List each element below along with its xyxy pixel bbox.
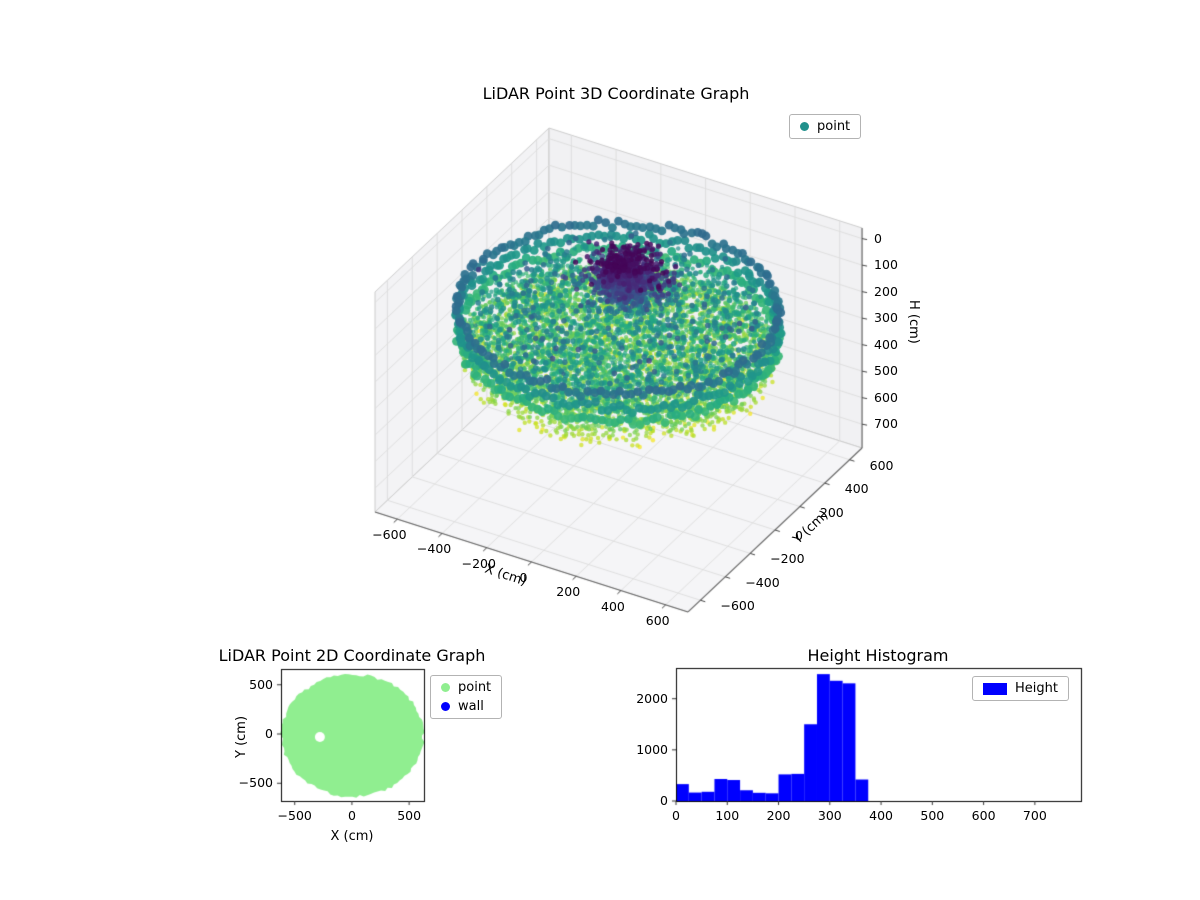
- tick-label: 500: [874, 363, 898, 379]
- tick-label: 400: [874, 336, 898, 352]
- height-bar-swatch-icon: [983, 682, 1007, 695]
- tick-label: 400: [601, 598, 625, 614]
- plot2d-xaxis-label: X (cm): [330, 829, 374, 844]
- tick-label: 200: [556, 584, 581, 600]
- legend-label-point-2d: point: [458, 680, 492, 695]
- tick-label: −500: [238, 775, 273, 791]
- wall-marker-icon: [441, 702, 450, 711]
- plot2d-title: LiDAR Point 2D Coordinate Graph: [218, 646, 486, 665]
- tick-label: −400: [416, 541, 452, 557]
- point-marker-icon: [441, 683, 450, 692]
- tick-label: −400: [745, 574, 780, 590]
- tick-label: 0: [660, 793, 668, 808]
- plot2d-legend: point wall: [430, 675, 503, 719]
- tick-label: −600: [720, 598, 755, 614]
- tick-label: 100: [874, 257, 898, 273]
- point-marker-icon: [800, 122, 809, 131]
- legend-item-point-3d: point: [800, 119, 850, 134]
- tick-label: −600: [372, 527, 407, 543]
- tick-label: 200: [766, 808, 791, 823]
- plot3d-legend: point: [789, 114, 862, 139]
- legend-label-wall-2d: wall: [458, 699, 484, 714]
- tick-label: 600: [971, 808, 996, 823]
- tick-label: 0: [672, 808, 680, 823]
- tick-label: 200: [874, 283, 898, 299]
- plot3d-title: LiDAR Point 3D Coordinate Graph: [482, 84, 750, 103]
- histogram-title: Height Histogram: [807, 646, 949, 665]
- tick-label: 700: [1022, 808, 1047, 823]
- tick-label: 0: [265, 726, 273, 741]
- tick-label: 0: [874, 230, 882, 246]
- legend-item-point-2d: point: [441, 680, 491, 695]
- tick-label: 2000: [636, 690, 668, 706]
- tick-label: −200: [770, 551, 805, 567]
- legend-label-point-3d: point: [817, 119, 851, 134]
- tick-label: 300: [874, 310, 898, 326]
- legend-label-height: Height: [1015, 681, 1058, 696]
- tick-label: 300: [817, 808, 842, 823]
- tick-label: 500: [920, 808, 945, 823]
- tick-label: 400: [869, 808, 893, 823]
- plot3d-zaxis-label: H (cm): [906, 300, 921, 344]
- tick-label: 700: [874, 416, 898, 432]
- tick-label: −200: [461, 555, 496, 571]
- tick-label: 0: [519, 569, 528, 585]
- tick-label: 500: [249, 676, 273, 692]
- tick-label: 1000: [636, 741, 668, 757]
- tick-label: 600: [869, 457, 894, 473]
- tick-label: 500: [397, 808, 422, 823]
- histogram-legend: Height: [972, 676, 1069, 701]
- tick-label: 0: [795, 527, 803, 543]
- tick-label: −500: [277, 808, 312, 823]
- tick-label: 0: [347, 808, 356, 823]
- tick-label: 200: [819, 504, 844, 520]
- legend-item-wall-2d: wall: [441, 699, 491, 714]
- tick-label: 400: [844, 481, 869, 497]
- tick-label: 600: [874, 389, 898, 405]
- tick-label: 100: [715, 808, 740, 823]
- plot2d-yaxis-label: Y (cm): [234, 715, 249, 758]
- tick-label: 600: [645, 612, 670, 628]
